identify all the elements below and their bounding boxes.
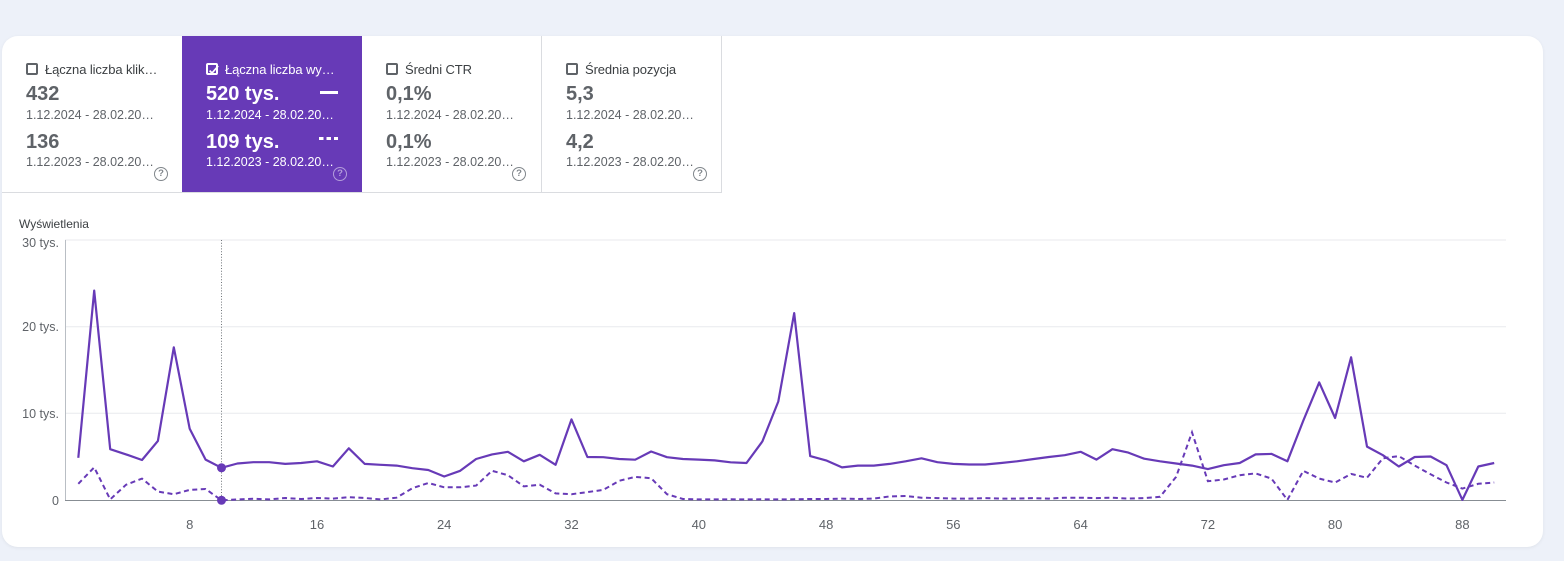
svg-text:24: 24 <box>437 517 451 532</box>
svg-text:72: 72 <box>1201 517 1215 532</box>
svg-text:64: 64 <box>1073 517 1087 532</box>
svg-text:8: 8 <box>186 517 193 532</box>
svg-text:0: 0 <box>52 494 59 508</box>
svg-text:56: 56 <box>946 517 960 532</box>
svg-text:30 tys.: 30 tys. <box>22 236 59 250</box>
svg-text:32: 32 <box>564 517 578 532</box>
svg-text:80: 80 <box>1328 517 1342 532</box>
svg-text:48: 48 <box>819 517 833 532</box>
svg-text:20 tys.: 20 tys. <box>22 320 59 334</box>
svg-text:16: 16 <box>310 517 324 532</box>
svg-text:10 tys.: 10 tys. <box>22 407 59 421</box>
svg-text:88: 88 <box>1455 517 1469 532</box>
svg-text:40: 40 <box>692 517 706 532</box>
